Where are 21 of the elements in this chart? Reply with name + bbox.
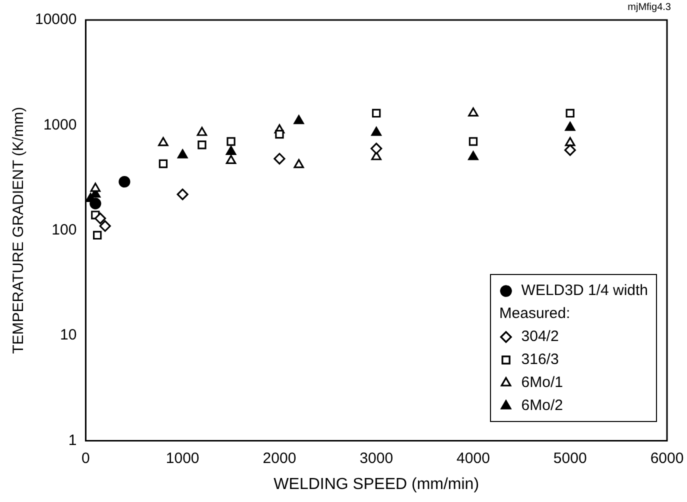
legend-title: Measured:: [499, 304, 572, 324]
y-tick-label: 1: [68, 432, 77, 449]
x-tick-label: 3000: [360, 450, 394, 467]
legend-label: 6Mo/1: [521, 373, 563, 393]
x-tick-label: 6000: [650, 450, 684, 467]
x-tick-label: 0: [82, 450, 90, 467]
y-tick-label: 10: [60, 326, 77, 344]
x-tick-label: 5000: [553, 450, 587, 467]
x-tick-label: 2000: [262, 450, 296, 467]
legend-label: WELD3D 1/4 width: [521, 281, 648, 301]
y-axis-title: TEMPERATURE GRADIENT (K/mm): [10, 106, 28, 354]
x-tick-label: 1000: [166, 450, 200, 467]
text: mjMfig4.3: [628, 2, 671, 13]
legend-label: 304/2: [521, 327, 559, 347]
y-tick-label: 1000: [43, 116, 77, 134]
x-tick-label: 4000: [456, 450, 490, 467]
y-tick-label: 10000: [34, 11, 77, 28]
x-axis-title: WELDING SPEED (mm/min): [274, 476, 480, 493]
legend-label: 6Mo/2: [521, 396, 563, 416]
y-tick-label: 100: [52, 222, 77, 239]
legend-label: 316/3: [521, 350, 559, 370]
